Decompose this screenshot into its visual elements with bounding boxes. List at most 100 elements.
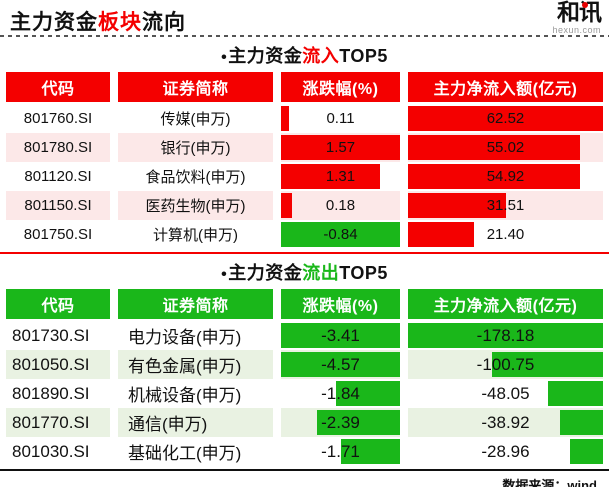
change-cell: 1.31	[281, 162, 400, 191]
flow-value: -48.05	[481, 383, 530, 403]
security-code: 801150.SI	[6, 191, 110, 220]
inflow-table-header: 代码 证券简称 涨跌幅(%) 主力净流入额(亿元)	[6, 72, 603, 102]
change-value: -1.84	[321, 383, 360, 403]
outflow-title-suffix: TOP5	[339, 263, 388, 283]
table-row[interactable]: 801730.SI 电力设备(申万) -3.41 -178.18	[6, 321, 603, 350]
inflow-table-underline	[0, 252, 609, 254]
table-row[interactable]: 801050.SI 有色金属(申万) -4.57 -100.75	[6, 350, 603, 379]
outflow-section-title: •主力资金流出TOP5	[0, 261, 609, 286]
security-name: 银行(申万)	[118, 133, 273, 162]
flow-value: -28.96	[481, 441, 530, 461]
security-code: 801030.SI	[12, 441, 90, 461]
flow-bar	[408, 222, 475, 247]
security-name: 传媒(申万)	[160, 111, 231, 128]
flow-bar	[408, 323, 603, 348]
flow-cell: -38.92	[408, 408, 603, 437]
security-name: 电力设备(申万)	[128, 328, 242, 347]
table-row[interactable]: 801890.SI 机械设备(申万) -1.84 -48.05	[6, 379, 603, 408]
inflow-title-suffix: TOP5	[339, 46, 388, 66]
security-code: 801890.SI	[12, 383, 90, 403]
hexun-logo-text: 和讯	[557, 0, 602, 25]
change-value: -3.41	[321, 325, 360, 345]
table-row[interactable]: 801030.SI 基础化工(申万) -1.71 -28.96	[6, 437, 603, 466]
flow-cell: -178.18	[408, 321, 603, 350]
column-header-name: 证券简称	[118, 72, 273, 102]
table-row[interactable]: 801760.SI 传媒(申万) 0.11 62.52	[6, 104, 603, 133]
outflow-section: •主力资金流出TOP5 代码 证券简称 涨跌幅(%) 主力净流入额(亿元) 80…	[0, 261, 609, 471]
flow-cell: -48.05	[408, 379, 603, 408]
flow-cell: 55.02	[408, 133, 603, 162]
inflow-title-prefix: 主力资金	[228, 46, 303, 66]
table-row[interactable]: 801120.SI 食品饮料(申万) 1.31 54.92	[6, 162, 603, 191]
security-name: 机械设备(申万)	[128, 386, 242, 405]
change-value: 0.18	[325, 197, 356, 214]
change-bar	[281, 352, 400, 377]
inflow-table-body: 801760.SI 传媒(申万) 0.11 62.52 801780.SI 银行(申万) 1…	[6, 104, 603, 249]
flow-bar	[408, 193, 506, 218]
flow-cell: 31.51	[408, 191, 603, 220]
inflow-section: •主力资金流入TOP5 代码 证券简称 涨跌幅(%) 主力净流入额(亿元) 80…	[0, 44, 609, 254]
change-bar	[340, 439, 400, 464]
security-code: 801730.SI	[12, 325, 90, 345]
table-row[interactable]: 801770.SI 通信(申万) -2.39 -38.92	[6, 408, 603, 437]
page-title-highlight: 板块	[98, 11, 142, 34]
change-bar	[316, 410, 400, 435]
change-cell: -1.71	[281, 437, 400, 466]
flow-bar	[408, 106, 603, 131]
table-row[interactable]: 801750.SI 计算机(申万) -0.84 21.40	[6, 220, 603, 249]
page-title: 主力资金板块流向	[10, 6, 186, 36]
change-cell: -0.84	[281, 220, 400, 249]
security-name: 食品饮料(申万)	[145, 169, 246, 186]
inflow-table: 代码 证券简称 涨跌幅(%) 主力净流入额(亿元) 801760.SI 传媒(申万…	[6, 72, 603, 249]
flow-cell: -100.75	[408, 350, 603, 379]
table-row[interactable]: 801780.SI 银行(申万) 1.57 55.02	[6, 133, 603, 162]
flow-value: 55.02	[486, 139, 525, 156]
table-row[interactable]: 801150.SI 医药生物(申万) 0.18 31.51	[6, 191, 603, 220]
security-code: 801750.SI	[23, 226, 93, 243]
security-code: 801120.SI	[24, 168, 92, 185]
flow-cell: -28.96	[408, 437, 603, 466]
flow-value: -38.92	[481, 412, 530, 432]
change-value: -4.57	[321, 354, 360, 374]
flow-cell: 62.52	[408, 104, 603, 133]
flow-cell: 21.40	[408, 220, 603, 249]
change-bar	[281, 135, 400, 160]
outflow-table-body: 801730.SI 电力设备(申万) -3.41 -178.18 801050.SI 有色…	[6, 321, 603, 466]
hexun-logo-domain: hexun.com	[552, 25, 601, 35]
outflow-title-highlight: 流出	[302, 263, 340, 283]
change-bar	[281, 164, 380, 189]
change-cell: -2.39	[281, 408, 400, 437]
top-bar: 主力资金板块流向 和讯 hexun.com	[0, 0, 609, 37]
page-title-prefix: 主力资金	[10, 11, 98, 34]
change-cell: 1.57	[281, 133, 400, 162]
security-name: 有色金属(申万)	[118, 350, 273, 379]
security-name: 医药生物(申万)	[118, 191, 273, 220]
change-cell: -4.57	[281, 350, 400, 379]
flow-bar	[491, 352, 603, 377]
change-value: 1.31	[325, 168, 356, 185]
security-code: 801770.SI	[6, 408, 110, 437]
change-cell: -3.41	[281, 321, 400, 350]
change-value: -0.84	[323, 226, 358, 243]
column-header-change: 涨跌幅(%)	[281, 289, 400, 319]
change-cell: 0.18	[281, 191, 400, 220]
security-code: 801050.SI	[6, 350, 110, 379]
column-header-code: 代码	[6, 289, 110, 319]
page-title-suffix: 流向	[142, 11, 186, 34]
outflow-table-underline	[0, 469, 609, 471]
change-bar	[281, 106, 290, 131]
flow-value: -178.18	[476, 325, 535, 345]
change-cell: 0.11	[281, 104, 400, 133]
hexun-logo-cn: 和讯	[557, 0, 602, 25]
column-header-flow: 主力净流入额(亿元)	[408, 72, 603, 102]
flow-value: -100.75	[476, 354, 535, 374]
flow-cell: 54.92	[408, 162, 603, 191]
flow-value: 31.51	[486, 197, 525, 214]
column-header-flow: 主力净流入额(亿元)	[408, 289, 603, 319]
flow-bar	[569, 439, 603, 464]
change-bar	[281, 222, 400, 247]
change-value: -1.71	[321, 441, 360, 461]
flow-bar	[560, 410, 603, 435]
outflow-table-header: 代码 证券简称 涨跌幅(%) 主力净流入额(亿元)	[6, 289, 603, 319]
